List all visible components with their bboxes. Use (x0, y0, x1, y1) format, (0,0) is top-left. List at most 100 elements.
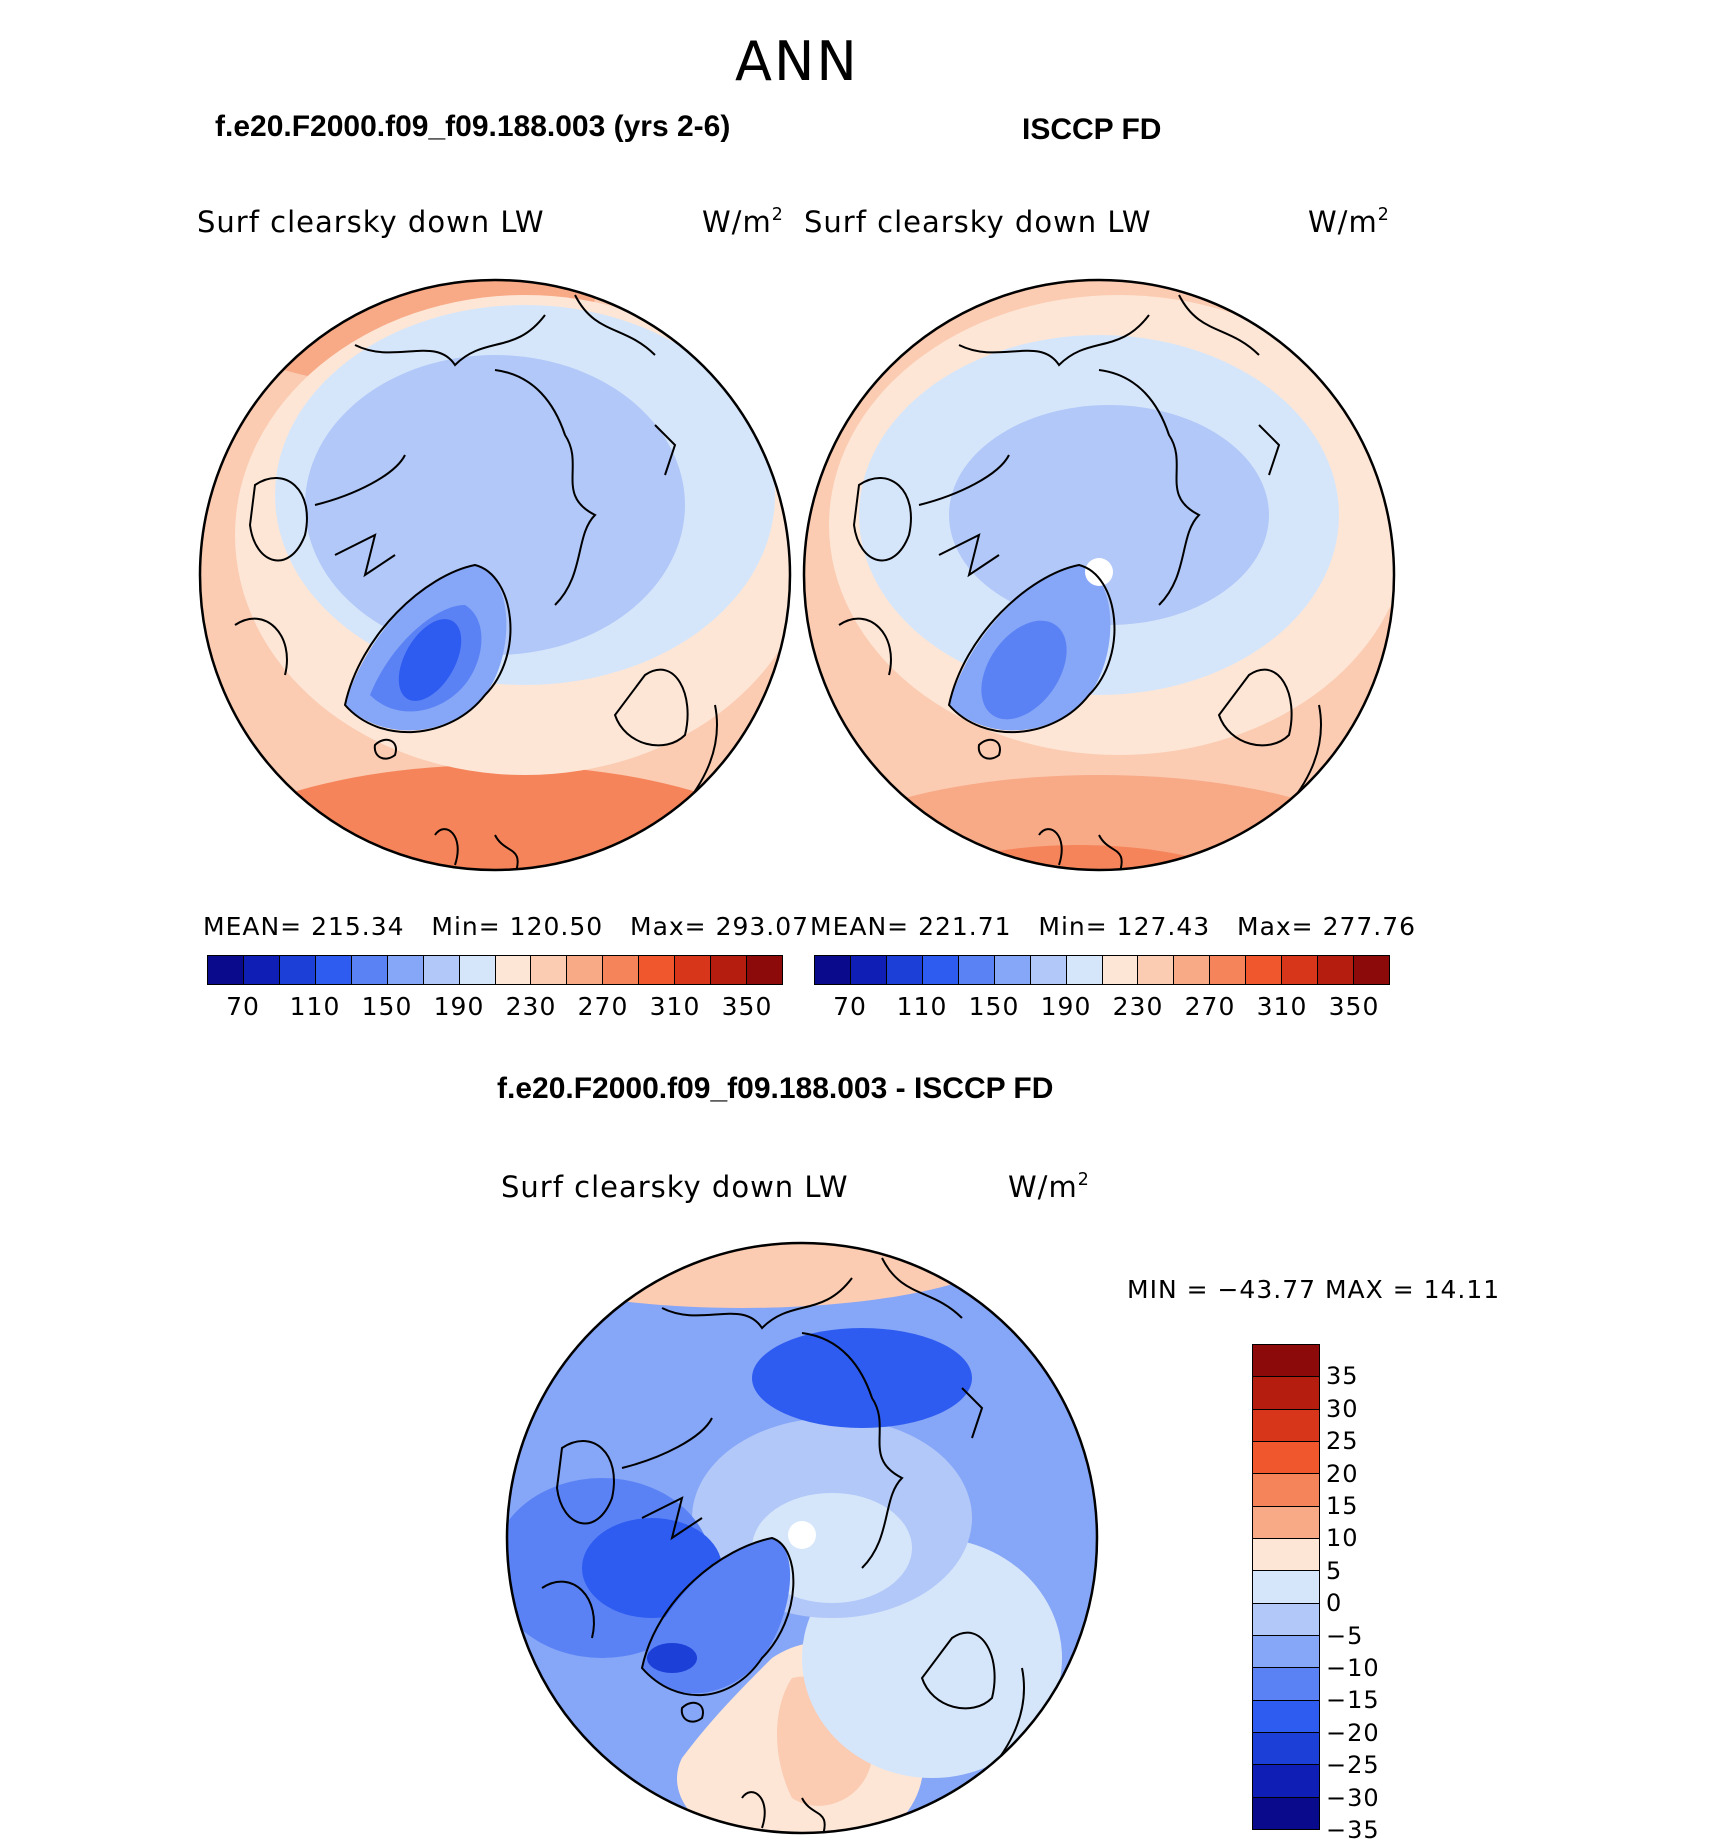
model-colorbar-swatch (243, 956, 280, 984)
diff-colorbar-swatch (1253, 1506, 1319, 1539)
obs-mean-label: MEAN= (810, 912, 910, 941)
diff-colorbar-swatch (1253, 1571, 1319, 1604)
obs-max-value: 277.76 (1322, 912, 1417, 941)
diff-shade-very-cold-north (752, 1328, 972, 1428)
obs-colorbar-swatch (886, 956, 923, 984)
diff-colorbar-tick-label: −10 (1326, 1654, 1380, 1682)
model-colorbar-swatch (531, 956, 568, 984)
diff-title: f.e20.F2000.f09_f09.188.003 - ISCCP FD (497, 1072, 1054, 1105)
diff-colorbar-ticks: 35 30 25 20 15 10 5 0 −5 −10 −15 −20 −25 −30 −35 (1326, 1344, 1406, 1844)
diff-colorbar-tick-label: 20 (1326, 1459, 1359, 1488)
model-colorbar (207, 955, 783, 985)
model-colorbar-swatch (423, 956, 460, 984)
obs-colorbar-swatch (815, 956, 851, 984)
diff-polar-gap (788, 1521, 816, 1549)
model-colorbar-swatch (279, 956, 316, 984)
model-stats: MEAN= 215.34 Min= 120.50 Max= 293.07 (203, 912, 809, 941)
model-colorbar-tick-label: 150 (361, 992, 413, 1021)
model-colorbar-tick-label: 190 (433, 992, 485, 1021)
diff-colorbar-swatch (1253, 1345, 1319, 1378)
obs-min-value: 127.43 (1116, 912, 1211, 941)
obs-colorbar-swatch (1102, 956, 1139, 984)
obs-mean-value: 221.71 (918, 912, 1012, 941)
diff-colorbar-tick-label: 10 (1326, 1524, 1359, 1553)
diff-variable-label: Surf clearsky down LW (501, 1170, 849, 1204)
obs-stats: MEAN= 221.71 Min= 127.43 Max= 277.76 (810, 912, 1416, 941)
obs-colorbar-swatch (1174, 956, 1211, 984)
obs-colorbar-swatch (1246, 956, 1283, 984)
obs-colorbar (814, 955, 1390, 985)
model-units-base: W/m (702, 205, 772, 240)
model-mean-value: 215.34 (311, 912, 405, 941)
obs-case-title: ISCCP FD (1022, 113, 1162, 146)
model-colorbar-swatch (387, 956, 424, 984)
model-units-label: W/m2 (702, 205, 784, 239)
model-greenland-coldest (398, 619, 462, 701)
model-units-exponent: 2 (771, 205, 784, 225)
diff-greenland-colder (647, 1643, 697, 1673)
obs-colorbar-ticks: 70 110 150 190 230 270 310 350 (814, 992, 1390, 1024)
obs-colorbar-swatch (922, 956, 959, 984)
obs-colorbar-tick-label: 310 (1256, 992, 1308, 1021)
obs-colorbar-swatch (1354, 956, 1389, 984)
model-colorbar-swatch (747, 956, 782, 984)
obs-greenland-colder (981, 620, 1067, 720)
obs-colorbar-swatch (1210, 956, 1247, 984)
model-polar-map (198, 278, 792, 872)
obs-colorbar-swatch (1282, 956, 1319, 984)
diff-colorbar-tick-label: 35 (1326, 1362, 1359, 1391)
model-colorbar-ticks: 70 110 150 190 230 270 310 350 (207, 992, 783, 1024)
model-min-value: 120.50 (509, 912, 604, 941)
model-colorbar-tick-label: 70 (226, 992, 260, 1021)
obs-units-label: W/m2 (1308, 205, 1390, 239)
diff-colorbar-tick-label: −35 (1326, 1816, 1380, 1844)
diff-colorbar (1252, 1344, 1320, 1830)
model-colorbar-swatch (567, 956, 604, 984)
obs-units-base: W/m (1308, 205, 1378, 240)
diff-polar-map (505, 1241, 1099, 1835)
obs-colorbar-swatch (1138, 956, 1175, 984)
obs-colorbar-tick-label: 190 (1040, 992, 1092, 1021)
model-colorbar-tick-label: 270 (577, 992, 629, 1021)
diff-colorbar-tick-label: 0 (1326, 1589, 1343, 1618)
diff-colorbar-tick-label: −20 (1326, 1718, 1380, 1747)
diff-colorbar-tick-label: 5 (1326, 1556, 1343, 1585)
model-colorbar-tick-label: 310 (649, 992, 701, 1021)
diff-units-label: W/m2 (1008, 1170, 1090, 1204)
model-mean-label: MEAN= (203, 912, 303, 941)
diff-colorbar-tick-label: −15 (1326, 1686, 1380, 1715)
obs-colorbar-tick-label: 270 (1184, 992, 1236, 1021)
obs-colorbar-swatch (1030, 956, 1067, 984)
obs-shade-cold (949, 405, 1269, 625)
diff-colorbar-swatch (1253, 1765, 1319, 1798)
obs-colorbar-tick-label: 350 (1328, 992, 1380, 1021)
model-max-label: Max= (630, 912, 707, 941)
model-case-title: f.e20.F2000.f09_f09.188.003 (yrs 2-6) (215, 110, 731, 143)
diff-colorbar-swatch (1253, 1441, 1319, 1475)
obs-colorbar-swatch (958, 956, 995, 984)
model-variable-label: Surf clearsky down LW (197, 205, 545, 239)
obs-colorbar-swatch (850, 956, 887, 984)
diff-colorbar-tick-label: 25 (1326, 1427, 1359, 1456)
model-max-value: 293.07 (715, 912, 810, 941)
model-colorbar-swatch (351, 956, 388, 984)
diff-units-exponent: 2 (1077, 1170, 1090, 1190)
diff-colorbar-tick-label: −30 (1326, 1783, 1380, 1812)
model-colorbar-swatch (603, 956, 640, 984)
diff-colorbar-swatch (1253, 1732, 1319, 1766)
diff-colorbar-swatch (1253, 1700, 1319, 1733)
season-title: ANN (735, 30, 859, 93)
obs-min-label: Min= (1038, 912, 1108, 941)
model-colorbar-tick-label: 230 (505, 992, 557, 1021)
model-colorbar-swatch (208, 956, 244, 984)
diff-colorbar-swatch (1253, 1538, 1319, 1572)
obs-variable-label: Surf clearsky down LW (804, 205, 1152, 239)
diff-colorbar-swatch (1253, 1474, 1319, 1507)
obs-colorbar-tick-label: 230 (1112, 992, 1164, 1021)
model-colorbar-swatch (315, 956, 352, 984)
model-colorbar-swatch (639, 956, 676, 984)
diff-colorbar-swatch (1253, 1377, 1319, 1410)
diff-colorbar-tick-label: −25 (1326, 1751, 1380, 1780)
obs-colorbar-swatch (994, 956, 1031, 984)
diff-colorbar-swatch (1253, 1409, 1319, 1442)
